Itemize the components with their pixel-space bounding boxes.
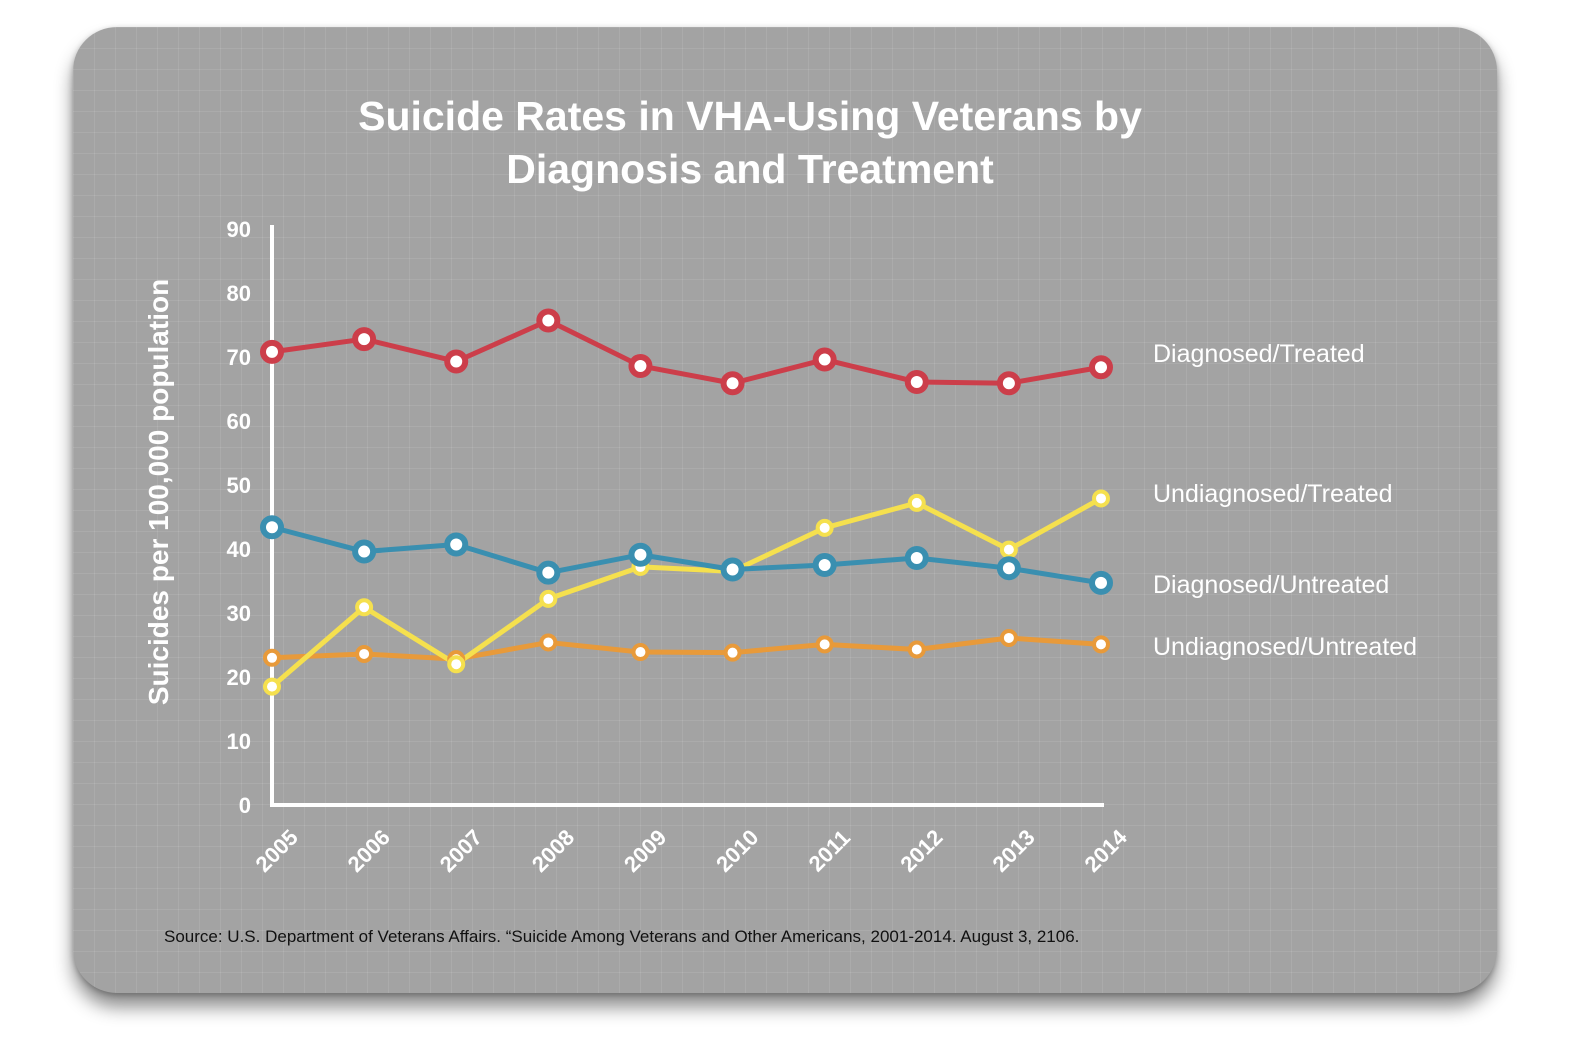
data-point: [720, 557, 745, 582]
data-point: [1089, 570, 1113, 595]
y-tick-label: 60: [227, 409, 251, 434]
series-line: [271, 635, 1102, 662]
data-point: [628, 542, 653, 567]
data-point: [444, 349, 469, 374]
data-point: [812, 347, 837, 372]
y-tick-label: 90: [227, 217, 251, 242]
data-point: [996, 556, 1021, 581]
source-note: Source: U.S. Department of Veterans Affa…: [164, 927, 1080, 946]
data-point: [263, 677, 281, 696]
data-point: [815, 518, 834, 537]
data-point: [631, 643, 650, 662]
data-point: [815, 635, 834, 654]
y-tick-label: 0: [239, 793, 251, 818]
series-label: Undiagnosed/Treated: [1153, 480, 1393, 508]
data-point: [1092, 489, 1110, 508]
x-tick-label: 2014: [1080, 824, 1133, 877]
data-point: [1089, 355, 1113, 380]
data-point: [999, 628, 1018, 647]
x-tick-label: 2005: [251, 825, 303, 877]
data-point: [723, 643, 742, 662]
data-point: [999, 540, 1018, 559]
data-point: [260, 339, 284, 364]
x-tick-label: 2013: [987, 825, 1039, 877]
data-point: [536, 308, 561, 333]
data-point: [539, 589, 558, 608]
chart-title-line-1: Suicide Rates in VHA-Using Veterans by: [358, 93, 1142, 139]
y-tick-label: 70: [227, 345, 251, 370]
series-line: [271, 524, 1102, 586]
x-tick-label: 2012: [895, 825, 947, 877]
chart-title-line-2: Diagnosis and Treatment: [506, 146, 994, 192]
data-point: [444, 532, 469, 557]
series-label: Undiagnosed/Untreated: [1153, 633, 1417, 661]
series-label: Diagnosed/Untreated: [1153, 571, 1389, 599]
data-point: [352, 327, 377, 352]
series-line: [271, 318, 1102, 386]
series-label: Diagnosed/Treated: [1153, 340, 1365, 368]
data-point: [720, 371, 745, 396]
x-tick-label: 2010: [711, 825, 763, 877]
x-tick-label: 2007: [435, 825, 487, 877]
data-point: [904, 545, 929, 570]
data-point: [352, 539, 377, 564]
data-point: [996, 371, 1021, 396]
data-point: [907, 640, 926, 659]
chart-card: [73, 27, 1497, 993]
chart-title: Suicide Rates in VHA-Using Veterans by D…: [73, 90, 1427, 196]
data-point: [812, 553, 837, 577]
data-point: [355, 598, 374, 617]
y-tick-label: 10: [227, 729, 251, 754]
data-point: [907, 493, 926, 512]
y-axis-title: Suicides per 100,000 population: [143, 279, 174, 705]
x-tick-label: 2009: [619, 825, 671, 877]
y-tick-label: 80: [227, 281, 251, 306]
data-point: [263, 648, 281, 667]
series-line: [270, 496, 1103, 689]
data-point: [904, 369, 929, 394]
data-point: [628, 353, 653, 378]
x-tick-label: 2006: [343, 825, 395, 877]
y-tick-label: 40: [227, 537, 251, 562]
data-point: [539, 633, 558, 652]
data-point: [355, 644, 374, 663]
y-tick-label: 20: [227, 665, 251, 690]
y-tick-label: 50: [227, 473, 251, 498]
data-point: [536, 560, 561, 585]
y-tick-label: 30: [227, 601, 251, 626]
data-point: [260, 515, 284, 540]
x-tick-label: 2011: [804, 825, 855, 876]
x-tick-label: 2008: [527, 825, 579, 877]
data-point: [447, 655, 466, 674]
data-point: [1092, 635, 1110, 654]
